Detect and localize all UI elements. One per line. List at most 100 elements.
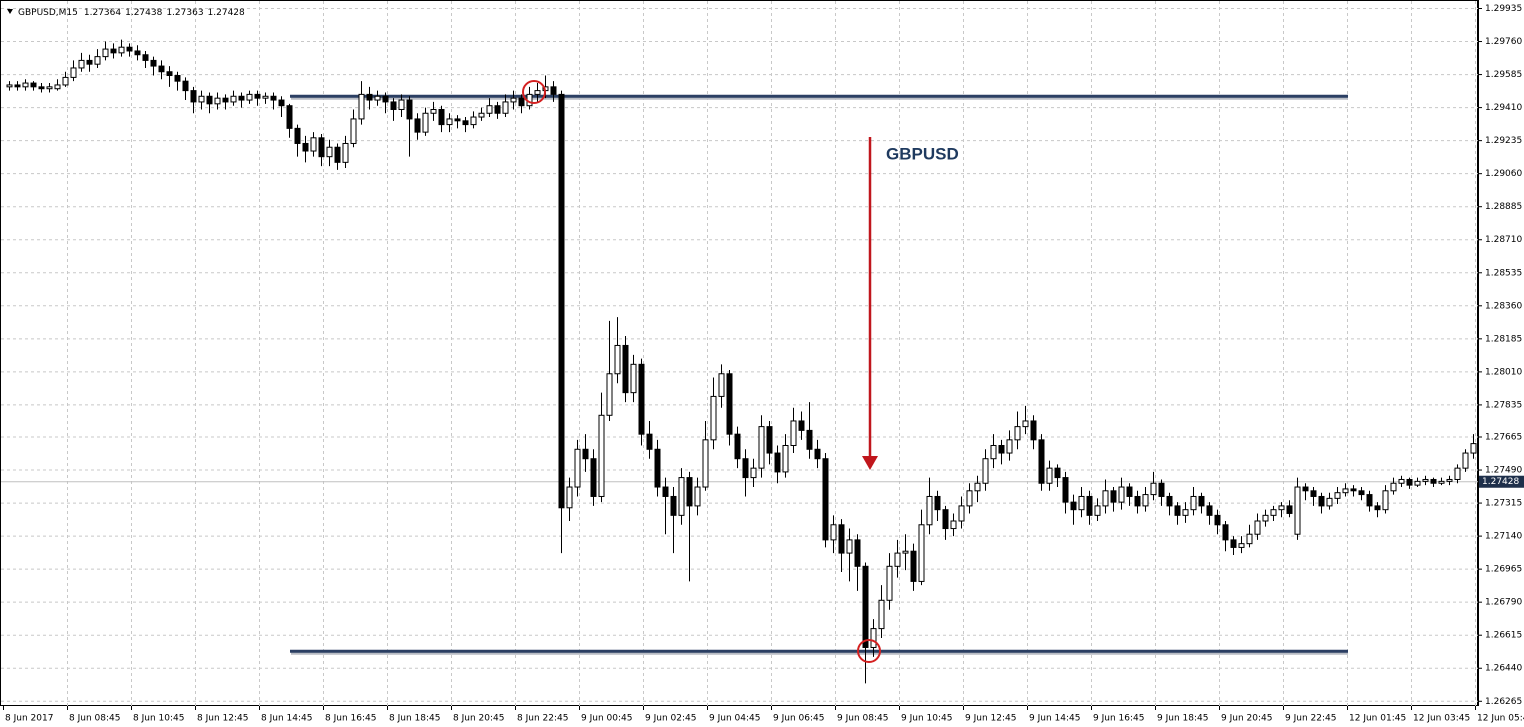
y-tick-label: 1.29410 — [1485, 103, 1522, 113]
candle-body — [1022, 420, 1029, 428]
x-tick-label: 8 Jun 14:45 — [261, 714, 312, 724]
y-tick-label: 1.28710 — [1485, 235, 1522, 245]
x-tick-label: 12 Jun 01:45 — [1349, 714, 1406, 724]
x-tick-label: 9 Jun 00:45 — [581, 714, 632, 724]
candle-body — [1222, 524, 1229, 541]
candle-body — [886, 565, 893, 601]
y-tick-label: 1.28360 — [1485, 301, 1522, 311]
candle-body — [830, 524, 837, 541]
candle-body — [446, 118, 453, 126]
candle-body — [54, 84, 61, 90]
candle-body — [662, 486, 669, 497]
candle-body — [382, 95, 389, 103]
candle-body — [334, 146, 341, 163]
candle-body — [1462, 452, 1469, 469]
candle-body — [814, 448, 821, 460]
candle-body — [1078, 495, 1085, 511]
candle-body — [1126, 486, 1133, 497]
candle-body — [1182, 509, 1189, 516]
arrow-head — [862, 456, 878, 470]
candle-body — [86, 59, 93, 65]
candle-body — [246, 93, 253, 101]
y-tick-label: 1.26265 — [1485, 697, 1522, 707]
y-tick-label: 1.29935 — [1485, 4, 1522, 14]
candle-body — [406, 99, 413, 120]
candle-body — [374, 95, 381, 101]
candle-body — [766, 426, 773, 454]
candle-body — [318, 137, 325, 158]
candle-body — [1014, 426, 1021, 441]
candle-body — [782, 444, 789, 473]
candle-body — [70, 67, 77, 78]
candle-body — [478, 112, 485, 118]
candle-body — [582, 448, 589, 460]
header-price: 1.27428 — [208, 8, 245, 18]
candle-body — [758, 426, 765, 469]
candle-body — [1062, 477, 1069, 503]
y-tick-label: 1.26965 — [1485, 565, 1522, 575]
candle-body — [670, 495, 677, 516]
levels — [290, 94, 1348, 655]
candle-body — [1414, 480, 1421, 486]
candle-body — [750, 467, 757, 479]
x-tick-label: 8 Jun 10:45 — [133, 714, 184, 724]
x-tick-label: 8 Jun 22:45 — [517, 714, 568, 724]
symbol: GBPUSD,M15 — [18, 8, 78, 18]
header-price: 1.27364 — [84, 8, 121, 18]
candle-body — [734, 433, 741, 460]
candle-body — [1430, 478, 1437, 484]
candle-body — [142, 54, 149, 61]
candle-body — [158, 65, 165, 73]
candle-body — [278, 99, 285, 107]
candle-body — [14, 84, 21, 88]
candle-body — [1134, 495, 1141, 507]
candle-body — [1158, 482, 1165, 497]
y-tick-label: 1.28185 — [1485, 334, 1522, 344]
x-tick-label: 8 Jun 2017 — [5, 714, 53, 724]
x-tick-label: 8 Jun 12:45 — [197, 714, 248, 724]
candle-body — [694, 486, 701, 507]
candle-body — [198, 95, 205, 103]
candle-body — [1438, 480, 1445, 484]
candle-body — [182, 80, 189, 92]
candle-body — [1358, 490, 1365, 496]
candle-body — [110, 48, 117, 54]
candle-body — [310, 137, 317, 152]
x-tick-label: 9 Jun 18:45 — [1157, 714, 1208, 724]
candle-body — [22, 82, 29, 88]
highlight-circle — [522, 80, 546, 104]
candle-body — [806, 429, 813, 450]
candle-body — [1310, 490, 1317, 497]
candle-body — [150, 59, 157, 67]
candle-body — [1318, 495, 1325, 507]
candle-body — [1382, 490, 1389, 511]
candle-body — [430, 108, 437, 114]
candle-body — [1006, 439, 1013, 454]
last-price-tag — [1479, 475, 1524, 488]
candle-body — [942, 509, 949, 530]
candle-body — [1038, 439, 1045, 484]
x-tick-label: 9 Jun 16:45 — [1093, 714, 1144, 724]
candle-body — [1094, 505, 1101, 516]
x-tick-label: 9 Jun 02:45 — [645, 714, 696, 724]
candle-body — [206, 95, 213, 105]
candle-body — [1142, 494, 1149, 507]
candle-body — [1302, 486, 1309, 492]
candle-body — [534, 90, 541, 95]
candle-body — [1326, 497, 1333, 507]
candle-body — [598, 414, 605, 497]
candle-body — [902, 550, 909, 554]
candle-body — [1206, 505, 1213, 516]
candle-body — [726, 373, 733, 435]
candle-body — [870, 628, 877, 648]
candle-body — [862, 565, 869, 648]
candle-body — [774, 452, 781, 473]
collapse-arrow[interactable] — [7, 9, 13, 14]
candle-body — [1278, 505, 1285, 511]
candle-body — [126, 46, 133, 52]
x-tick-label: 9 Jun 12:45 — [965, 714, 1016, 724]
candle-body — [62, 76, 69, 86]
candle-body — [1110, 490, 1117, 503]
